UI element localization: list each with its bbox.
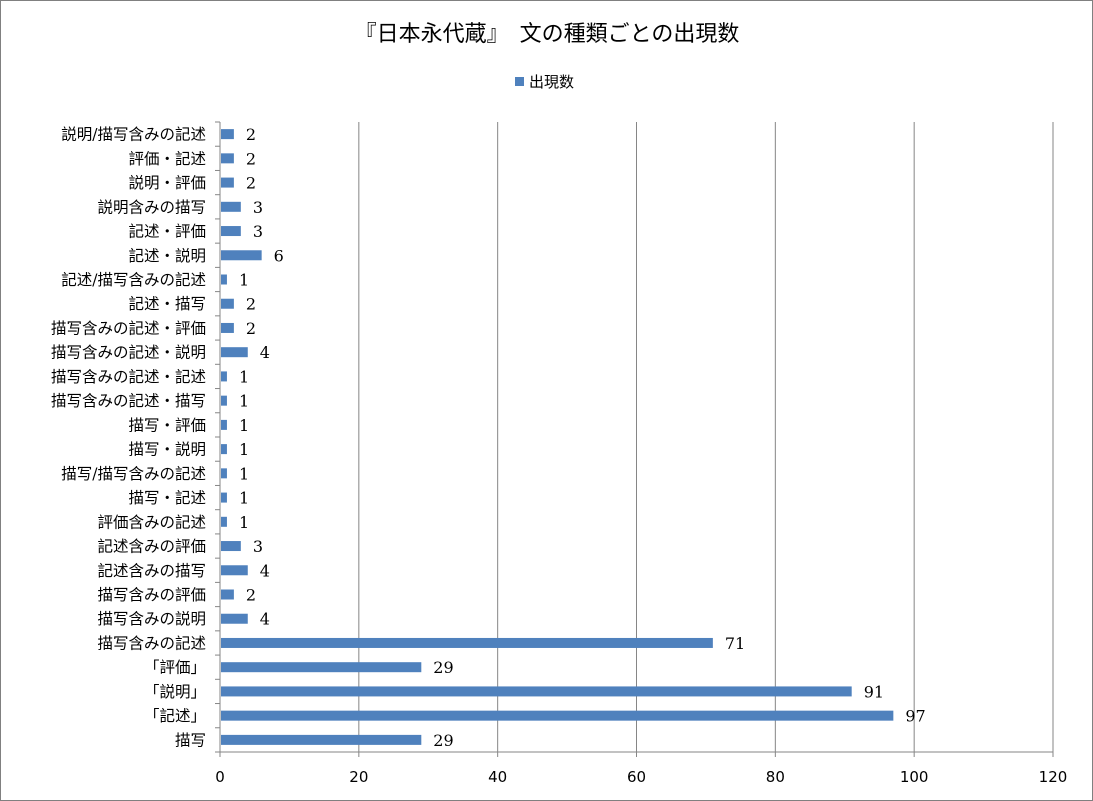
category-label: 「説明」 <box>144 683 206 701</box>
gridlines <box>358 122 1054 752</box>
bar <box>221 347 248 358</box>
x-tick-label: 60 <box>627 768 646 786</box>
category-label: 記述含みの評価 <box>97 538 206 556</box>
data-label: 4 <box>260 610 270 629</box>
category-label: 説明含みの描写 <box>97 198 206 216</box>
data-label: 1 <box>239 416 249 435</box>
x-tick-label: 100 <box>900 768 929 786</box>
legend-label: 出現数 <box>529 73 574 91</box>
bar <box>221 153 234 164</box>
legend-swatch <box>515 77 524 86</box>
bar <box>221 201 241 212</box>
bar <box>221 250 262 261</box>
category-label: 記述・説明 <box>128 247 206 265</box>
bar <box>221 226 241 237</box>
category-label: 描写含みの記述・描写 <box>51 392 206 410</box>
x-tick-label: 80 <box>766 768 785 786</box>
x-tick-label: 120 <box>1039 768 1068 786</box>
data-label: 1 <box>239 392 249 411</box>
data-label: 2 <box>246 149 256 168</box>
category-label: 記述・評価 <box>128 223 206 241</box>
legend: 出現数 <box>515 73 574 91</box>
data-label: 1 <box>239 271 249 290</box>
bar <box>221 468 227 479</box>
category-label: 記述・描写 <box>128 295 206 313</box>
category-label: 描写含みの記述・記述 <box>51 368 206 386</box>
category-label: 「記述」 <box>144 707 206 725</box>
bars <box>221 129 894 745</box>
bar <box>221 541 241 552</box>
category-label: 記述含みの描写 <box>97 562 206 580</box>
category-label: 描写含みの記述・評価 <box>51 319 206 337</box>
data-label: 3 <box>253 222 263 241</box>
data-label: 4 <box>260 343 270 362</box>
category-label: 記述/描写含みの記述 <box>61 271 206 289</box>
bar <box>221 492 227 503</box>
data-label: 1 <box>239 489 249 508</box>
bar <box>221 298 234 309</box>
data-label: 1 <box>239 367 249 386</box>
data-label: 97 <box>905 707 925 726</box>
category-label: 説明・評価 <box>128 174 206 192</box>
data-label: 6 <box>274 246 284 265</box>
data-label: 2 <box>246 586 256 605</box>
x-tick-labels: 0 20 40 60 80 100 120 <box>215 768 1067 786</box>
category-label: 描写含みの記述・説明 <box>51 344 206 362</box>
axes <box>215 121 1054 757</box>
data-label: 1 <box>239 440 249 459</box>
category-labels: 説明/描写含みの記述評価・記述説明・評価説明含みの描写記述・評価記述・説明記述/… <box>51 126 206 750</box>
category-label: 描写 <box>175 731 206 749</box>
data-label: 29 <box>433 658 453 677</box>
data-label: 3 <box>253 537 263 556</box>
bar <box>221 734 422 745</box>
bar <box>221 613 248 624</box>
data-label: 1 <box>239 464 249 483</box>
chart-title: 『日本永代蔵』 文の種類ごとの出現数 <box>355 22 740 47</box>
bar <box>221 371 227 382</box>
data-label: 2 <box>246 295 256 314</box>
bar <box>221 565 248 576</box>
bar <box>221 274 227 285</box>
category-label: 描写・記述 <box>128 489 206 507</box>
bar <box>221 589 234 600</box>
bar <box>221 177 234 188</box>
data-label: 71 <box>725 634 745 653</box>
category-label: 描写含みの説明 <box>97 610 206 628</box>
category-label: 描写/描写含みの記述 <box>61 465 206 483</box>
data-label: 4 <box>260 561 270 580</box>
category-label: 描写含みの評価 <box>97 586 206 604</box>
data-label: 2 <box>246 319 256 338</box>
x-tick-label: 0 <box>215 768 225 786</box>
x-tick-label: 20 <box>349 768 368 786</box>
category-label: 評価含みの記述 <box>97 513 206 531</box>
bar <box>221 395 227 406</box>
bar <box>221 516 227 527</box>
bar <box>221 129 234 140</box>
data-label: 3 <box>253 198 263 217</box>
bar <box>221 444 227 455</box>
category-label: 描写・評価 <box>128 416 206 434</box>
data-label: 2 <box>246 125 256 144</box>
bar <box>221 686 852 697</box>
bar <box>221 322 234 333</box>
data-label: 91 <box>864 682 884 701</box>
bar <box>221 710 894 721</box>
bar <box>221 662 422 673</box>
data-label: 2 <box>246 174 256 193</box>
bar <box>221 637 713 648</box>
x-tick-label: 40 <box>488 768 507 786</box>
data-label: 29 <box>433 731 453 750</box>
category-label: 説明/描写含みの記述 <box>61 126 206 144</box>
category-label: 「評価」 <box>144 659 206 677</box>
bar <box>221 419 227 430</box>
category-label: 描写含みの記述 <box>97 634 206 652</box>
data-label: 1 <box>239 513 249 532</box>
category-label: 評価・記述 <box>128 150 206 168</box>
category-label: 描写・説明 <box>128 441 206 459</box>
